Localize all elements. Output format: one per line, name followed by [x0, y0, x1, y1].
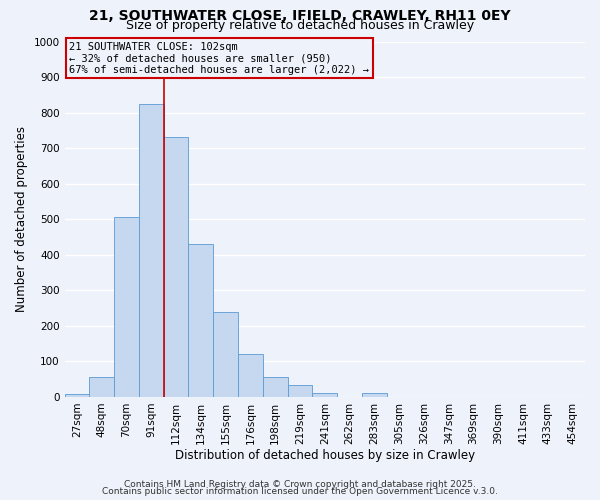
X-axis label: Distribution of detached houses by size in Crawley: Distribution of detached houses by size … [175, 450, 475, 462]
Bar [362, 392, 387, 397]
Text: Contains public sector information licensed under the Open Government Licence v.: Contains public sector information licen… [102, 487, 498, 496]
Bar [188, 244, 213, 397]
Text: 21, SOUTHWATER CLOSE, IFIELD, CRAWLEY, RH11 0EY: 21, SOUTHWATER CLOSE, IFIELD, CRAWLEY, R… [89, 9, 511, 23]
Bar [213, 312, 238, 397]
Text: Size of property relative to detached houses in Crawley: Size of property relative to detached ho… [126, 19, 474, 32]
Bar [313, 392, 337, 397]
Bar [114, 218, 139, 397]
Y-axis label: Number of detached properties: Number of detached properties [15, 126, 28, 312]
Bar [65, 394, 89, 397]
Bar [89, 378, 114, 397]
Bar [287, 384, 313, 397]
Text: Contains HM Land Registry data © Crown copyright and database right 2025.: Contains HM Land Registry data © Crown c… [124, 480, 476, 489]
Bar [139, 104, 164, 397]
Bar [164, 138, 188, 397]
Bar [263, 378, 287, 397]
Text: 21 SOUTHWATER CLOSE: 102sqm
← 32% of detached houses are smaller (950)
67% of se: 21 SOUTHWATER CLOSE: 102sqm ← 32% of det… [70, 42, 370, 74]
Bar [238, 354, 263, 397]
